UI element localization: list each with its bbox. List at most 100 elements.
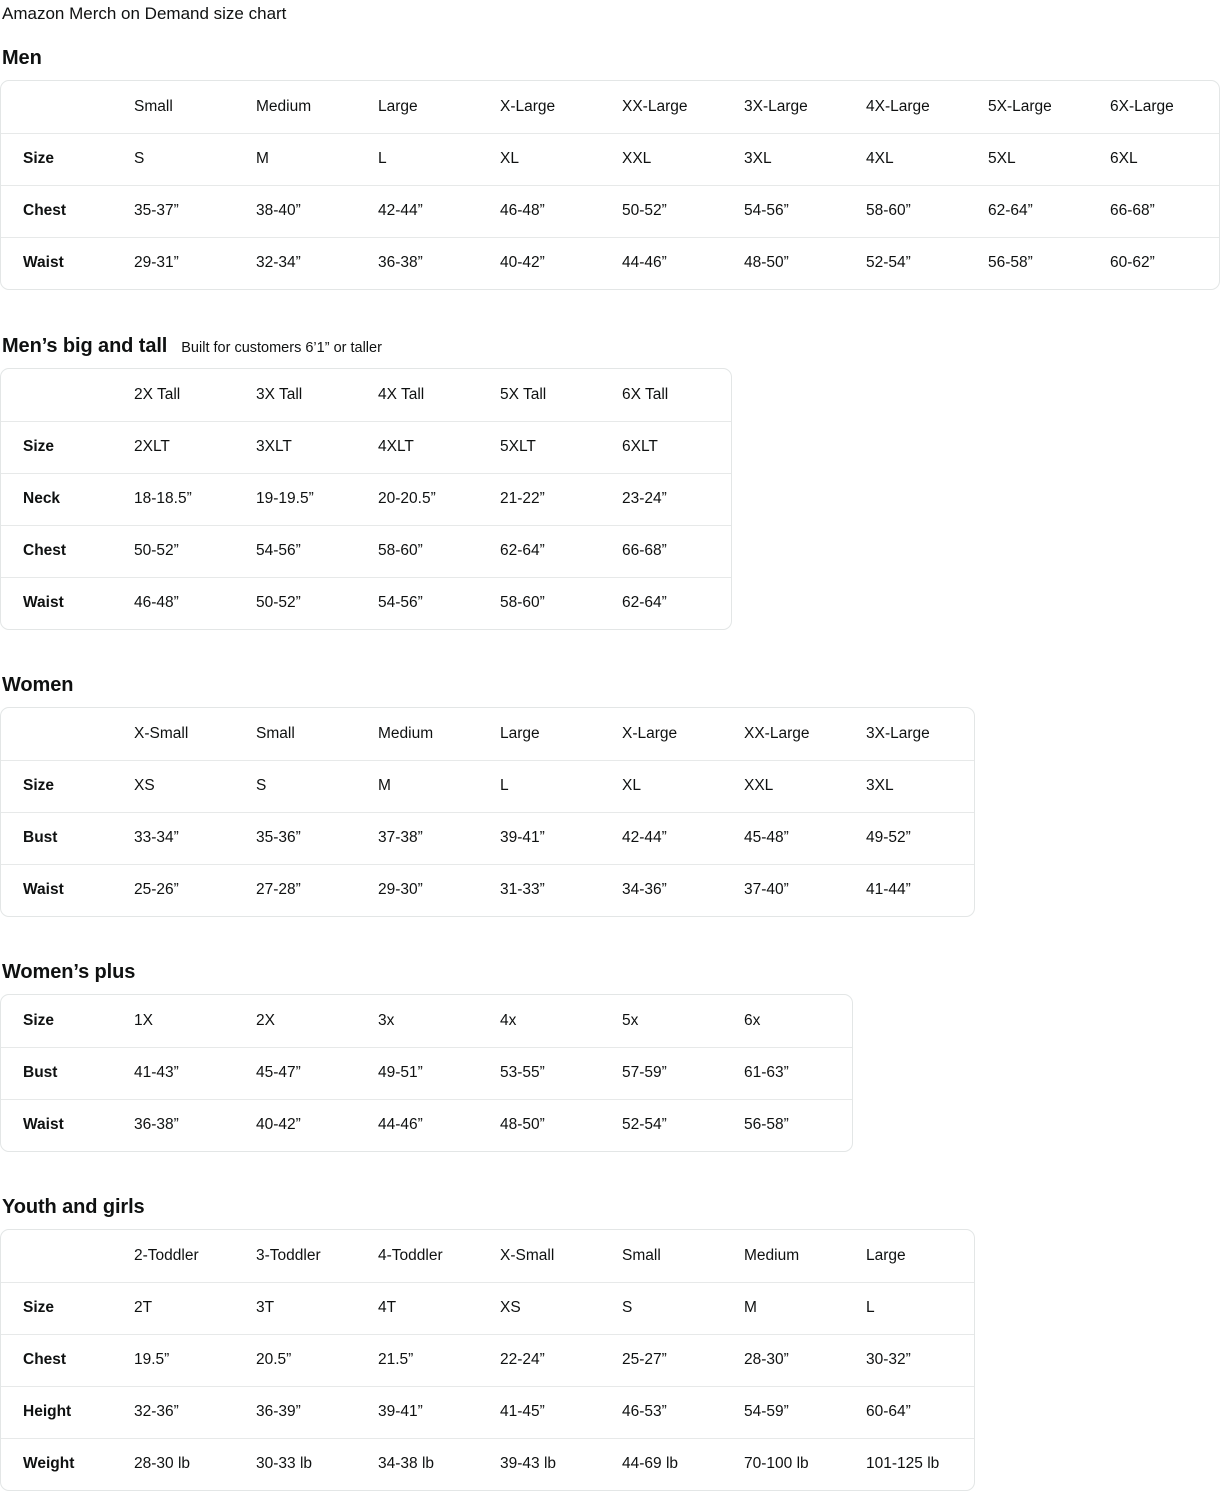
- column-header: X-Small: [500, 1246, 555, 1264]
- table-cell: 60-62”: [1110, 236, 1219, 289]
- table-cell: 44-46”: [378, 1098, 500, 1151]
- column-header: X-Large: [500, 97, 556, 115]
- table-corner-cell: [1, 708, 134, 760]
- section-title-womens-plus: Women’s plus: [2, 961, 136, 983]
- column-header: 4X-Large: [866, 97, 930, 115]
- table-cell: 39-43 lb: [500, 1437, 622, 1490]
- row-header-label: Waist: [1, 576, 134, 629]
- table-cell: 29-30”: [378, 863, 500, 916]
- table-cell: M: [378, 759, 500, 812]
- table-row: Waist 25-26” 27-28” 29-30” 31-33” 34-36” 37-40…: [1, 863, 974, 916]
- table-cell: 5XL: [988, 132, 1110, 185]
- table-cell: 62-64”: [622, 576, 731, 629]
- table-cell: 66-68”: [1110, 184, 1219, 237]
- table-cell: L: [866, 1281, 974, 1334]
- column-header: 4-Toddler: [378, 1246, 443, 1264]
- table-cell: 54-56”: [378, 576, 500, 629]
- table-row: Weight 28-30 lb 30-33 lb 34-38 lb 39-43 lb 44…: [1, 1437, 974, 1490]
- table-header-row: Small Medium Large X-Large XX-Large 3X-Large 4…: [1, 81, 1219, 133]
- section-womens-plus: Women’s plus Size 1X 2X 3x 4x 5x 6x Bust 41-43” 4…: [0, 959, 853, 1152]
- column-header: 3-Toddler: [256, 1246, 321, 1264]
- column-header: X-Large: [622, 724, 678, 742]
- column-header: 2X: [256, 1011, 275, 1029]
- table-cell: 28-30”: [744, 1333, 866, 1386]
- row-header-label: Neck: [1, 472, 134, 525]
- table-row: Chest 50-52” 54-56” 58-60” 62-64” 66-68”: [1, 524, 731, 577]
- column-header: 3X Tall: [256, 385, 303, 403]
- table-cell: 39-41”: [378, 1385, 500, 1438]
- column-header: 5X-Large: [988, 97, 1052, 115]
- table-cell: 4XLT: [378, 420, 500, 473]
- column-header: Medium: [378, 724, 434, 742]
- page-title-block: Amazon Merch on Demand size chart: [0, 0, 286, 25]
- table-cell: 62-64”: [988, 184, 1110, 237]
- table-cell: 6XL: [1110, 132, 1219, 185]
- table-cell: 44-46”: [622, 236, 744, 289]
- column-header: 4X Tall: [378, 385, 425, 403]
- table-cell: 58-60”: [500, 576, 622, 629]
- table-cell: 3T: [256, 1281, 378, 1334]
- section-youth-and-girls: Youth and girls 2-Toddler 3-Toddler 4-Todd…: [0, 1194, 975, 1491]
- table-cell: 33-34”: [134, 811, 256, 864]
- section-title-youth: Youth and girls: [2, 1196, 145, 1218]
- table-cell: 37-38”: [378, 811, 500, 864]
- table-cell: 3XL: [866, 759, 974, 812]
- row-header-label: Size: [23, 1011, 55, 1029]
- table-cell: 27-28”: [256, 863, 378, 916]
- size-table-men: Small Medium Large X-Large XX-Large 3X-Large 4…: [1, 81, 1219, 289]
- table-cell: 2XLT: [134, 420, 256, 473]
- table-cell: 46-48”: [134, 576, 256, 629]
- table-cell: XL: [622, 759, 744, 812]
- table-cell: XXL: [622, 132, 744, 185]
- column-header: Large: [378, 97, 418, 115]
- table-cell: 5XLT: [500, 420, 622, 473]
- table-row: Height 32-36” 36-39” 39-41” 41-45” 46-53” 54-5…: [1, 1385, 974, 1438]
- column-header: 6X-Large: [1110, 97, 1174, 115]
- column-header: Small: [622, 1246, 661, 1264]
- table-row: Size 2T 3T 4T XS S M L: [1, 1281, 974, 1334]
- column-header: 2-Toddler: [134, 1246, 199, 1264]
- table-cell: S: [256, 759, 378, 812]
- table-cell: 54-56”: [256, 524, 378, 577]
- table-row: Neck 18-18.5” 19-19.5” 20-20.5” 21-22” 23-24”: [1, 472, 731, 525]
- size-table-youth: 2-Toddler 3-Toddler 4-Toddler X-Small Small M…: [1, 1230, 974, 1490]
- table-cell: 22-24”: [500, 1333, 622, 1386]
- table-cell: 21.5”: [378, 1333, 500, 1386]
- column-header: 5X Tall: [500, 385, 547, 403]
- size-table-bigtall: 2X Tall 3X Tall 4X Tall 5X Tall 6X Tall Size 2…: [1, 369, 731, 629]
- table-cell: 56-58”: [744, 1098, 852, 1151]
- table-cell: 40-42”: [500, 236, 622, 289]
- table-cell: 28-30 lb: [134, 1437, 256, 1490]
- table-corner-cell: [1, 1230, 134, 1282]
- row-header-label: Waist: [1, 1098, 134, 1151]
- table-cell: 35-36”: [256, 811, 378, 864]
- column-header: 4x: [500, 1011, 517, 1029]
- table-cell: 18-18.5”: [134, 472, 256, 525]
- table-header-row: 2-Toddler 3-Toddler 4-Toddler X-Small Small M…: [1, 1230, 974, 1282]
- table-cell: 66-68”: [622, 524, 731, 577]
- column-header: Small: [256, 724, 295, 742]
- table-header-row: Size 1X 2X 3x 4x 5x 6x: [1, 995, 852, 1047]
- table-row: Size XS S M L XL XXL 3XL: [1, 759, 974, 812]
- row-header-label: Size: [1, 1281, 134, 1334]
- table-cell: 58-60”: [866, 184, 988, 237]
- table-row: Bust 41-43” 45-47” 49-51” 53-55” 57-59” 61-63”: [1, 1046, 852, 1099]
- table-cell: 36-38”: [378, 236, 500, 289]
- column-header: XX-Large: [622, 97, 688, 115]
- table-cell: 60-64”: [866, 1385, 974, 1438]
- section-men: Men Small Medium Large X-Large XX-Large 3X-La…: [0, 45, 1220, 290]
- table-cell: 57-59”: [622, 1046, 744, 1099]
- table-row: Bust 33-34” 35-36” 37-38” 39-41” 42-44” 45-48”…: [1, 811, 974, 864]
- table-row: Waist 36-38” 40-42” 44-46” 48-50” 52-54” 56-58…: [1, 1098, 852, 1151]
- size-table-card-bigtall: 2X Tall 3X Tall 4X Tall 5X Tall 6X Tall Size 2…: [0, 368, 732, 630]
- size-table-women: X-Small Small Medium Large X-Large XX-Large 3X…: [1, 708, 974, 916]
- row-header-label: Size: [1, 759, 134, 812]
- column-header: 5x: [622, 1011, 639, 1029]
- table-cell: 58-60”: [378, 524, 500, 577]
- table-cell: 30-32”: [866, 1333, 974, 1386]
- row-header-label: Height: [1, 1385, 134, 1438]
- section-header-youth: Youth and girls: [0, 1194, 975, 1220]
- table-cell: 30-33 lb: [256, 1437, 378, 1490]
- size-table-card-women: X-Small Small Medium Large X-Large XX-Large 3X…: [0, 707, 975, 917]
- table-row: Waist 29-31” 32-34” 36-38” 40-42” 44-46” 48-50…: [1, 236, 1219, 289]
